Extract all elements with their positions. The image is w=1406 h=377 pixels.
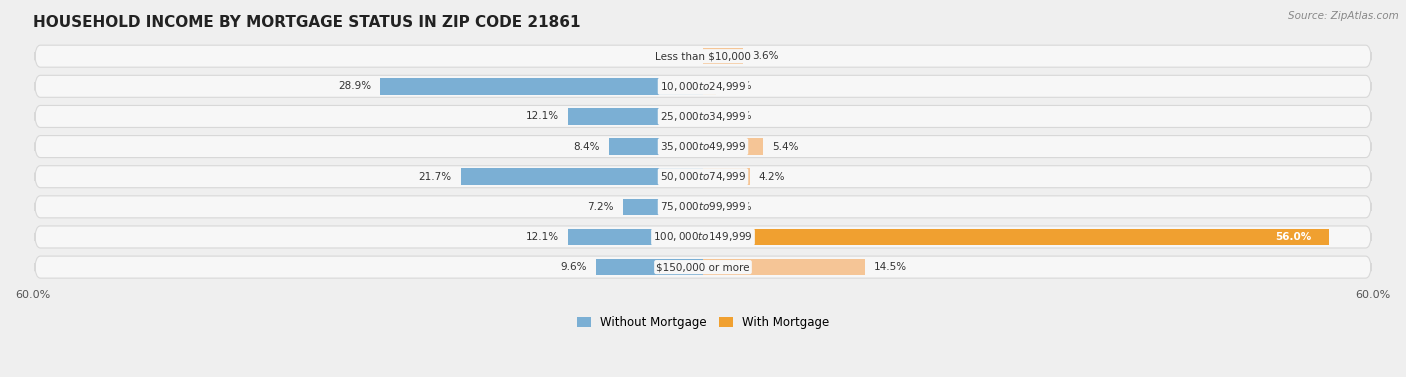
FancyBboxPatch shape (35, 166, 1371, 188)
Bar (703, 259, 865, 275)
Text: 12.1%: 12.1% (526, 232, 558, 242)
Bar (703, 199, 717, 215)
FancyBboxPatch shape (35, 75, 1371, 97)
Text: 1.2%: 1.2% (725, 81, 752, 91)
Text: Source: ZipAtlas.com: Source: ZipAtlas.com (1288, 11, 1399, 21)
Text: 1.2%: 1.2% (725, 112, 752, 121)
Bar (461, 169, 703, 185)
Text: 12.1%: 12.1% (526, 112, 558, 121)
Text: $150,000 or more: $150,000 or more (657, 262, 749, 272)
Legend: Without Mortgage, With Mortgage: Without Mortgage, With Mortgage (572, 311, 834, 334)
Bar (609, 138, 703, 155)
Text: 1.2%: 1.2% (725, 202, 752, 212)
Text: Less than $10,000: Less than $10,000 (655, 51, 751, 61)
Bar (703, 229, 1329, 245)
Bar (568, 229, 703, 245)
Text: $75,000 to $99,999: $75,000 to $99,999 (659, 200, 747, 213)
Text: 9.6%: 9.6% (561, 262, 586, 272)
Text: 5.4%: 5.4% (772, 142, 799, 152)
Text: 56.0%: 56.0% (1275, 232, 1312, 242)
Bar (380, 78, 703, 95)
Bar (703, 48, 744, 64)
Text: $25,000 to $34,999: $25,000 to $34,999 (659, 110, 747, 123)
FancyBboxPatch shape (35, 45, 1371, 67)
FancyBboxPatch shape (35, 136, 1371, 158)
Bar (703, 108, 717, 125)
FancyBboxPatch shape (35, 106, 1371, 127)
Bar (623, 199, 703, 215)
Text: $10,000 to $24,999: $10,000 to $24,999 (659, 80, 747, 93)
FancyBboxPatch shape (35, 196, 1371, 218)
Bar (703, 169, 749, 185)
FancyBboxPatch shape (35, 226, 1371, 248)
Bar (703, 138, 763, 155)
Text: 14.5%: 14.5% (875, 262, 907, 272)
Text: 28.9%: 28.9% (337, 81, 371, 91)
Text: $100,000 to $149,999: $100,000 to $149,999 (654, 230, 752, 244)
Text: 21.7%: 21.7% (419, 172, 451, 182)
FancyBboxPatch shape (35, 256, 1371, 278)
Text: HOUSEHOLD INCOME BY MORTGAGE STATUS IN ZIP CODE 21861: HOUSEHOLD INCOME BY MORTGAGE STATUS IN Z… (32, 15, 581, 30)
Text: 0.0%: 0.0% (659, 51, 686, 61)
Text: $35,000 to $49,999: $35,000 to $49,999 (659, 140, 747, 153)
Text: 7.2%: 7.2% (588, 202, 613, 212)
Text: 4.2%: 4.2% (759, 172, 786, 182)
Text: 8.4%: 8.4% (574, 142, 600, 152)
Bar (568, 108, 703, 125)
Text: 3.6%: 3.6% (752, 51, 779, 61)
Text: $50,000 to $74,999: $50,000 to $74,999 (659, 170, 747, 183)
Bar (596, 259, 703, 275)
Bar (703, 78, 717, 95)
